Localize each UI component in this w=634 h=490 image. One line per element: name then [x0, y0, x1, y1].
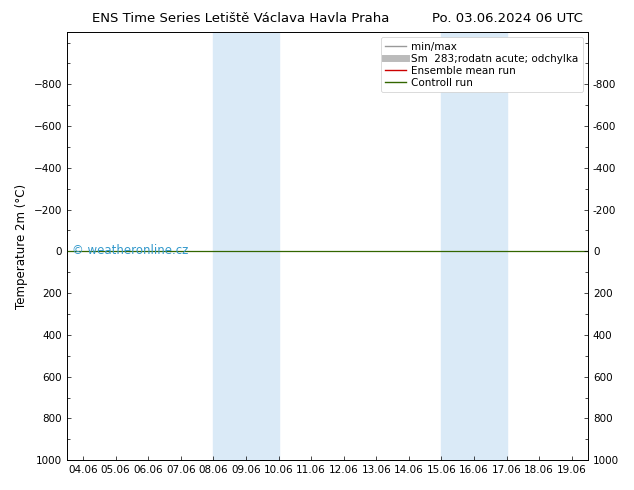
Text: © weatheronline.cz: © weatheronline.cz: [72, 244, 188, 257]
Bar: [441, 32, 507, 460]
Text: Po. 03.06.2024 06 UTC: Po. 03.06.2024 06 UTC: [432, 12, 583, 25]
Bar: [214, 32, 278, 460]
Y-axis label: Temperature 2m (°C): Temperature 2m (°C): [15, 184, 28, 309]
Text: ENS Time Series Letiště Václava Havla Praha: ENS Time Series Letiště Václava Havla Pr…: [92, 12, 390, 25]
Legend: min/max, Sm  283;rodatn acute; odchylka, Ensemble mean run, Controll run: min/max, Sm 283;rodatn acute; odchylka, …: [381, 37, 583, 92]
